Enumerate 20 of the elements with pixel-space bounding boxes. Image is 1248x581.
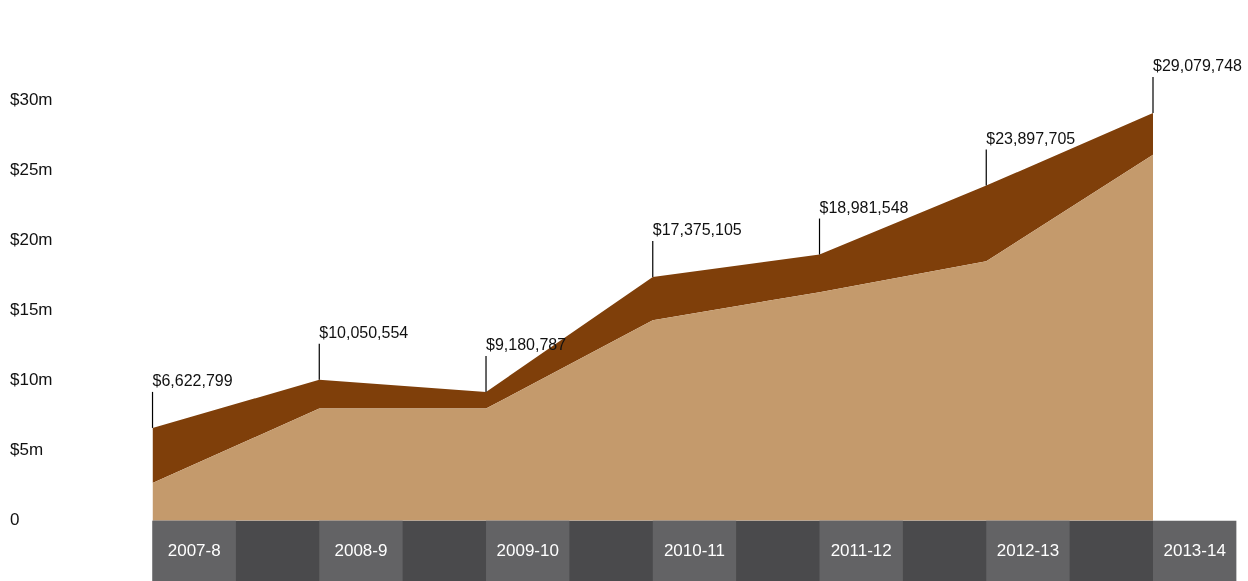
y-tick-label: $20m	[10, 229, 53, 249]
total-label: $23,897,705	[986, 129, 1076, 147]
y-tick-label: $25m	[10, 159, 53, 179]
x-tick-label: 2010-11	[663, 540, 726, 560]
x-tick-label: 2011-12	[830, 540, 892, 560]
total-label: $6,622,799	[152, 371, 233, 389]
y-tick-label: 0	[10, 510, 20, 530]
y-tick-label: $10m	[10, 370, 53, 390]
x-tick-label: 2007-8	[167, 540, 221, 560]
total-label: $18,981,548	[819, 198, 909, 216]
total-label: $10,050,554	[319, 323, 409, 341]
x-tick-label: 2009-10	[496, 540, 559, 560]
y-tick-label: $30m	[10, 89, 53, 109]
x-tick-label: 2012-13	[996, 540, 1060, 560]
x-tick-label: 2008-9	[334, 540, 388, 560]
y-tick-label: $5m	[10, 440, 44, 460]
x-tick-label: 2013-14	[1163, 540, 1226, 560]
total-label: $29,079,748	[1153, 56, 1243, 74]
total-label: $17,375,105	[652, 221, 742, 239]
y-tick-label: $15m	[10, 300, 53, 320]
